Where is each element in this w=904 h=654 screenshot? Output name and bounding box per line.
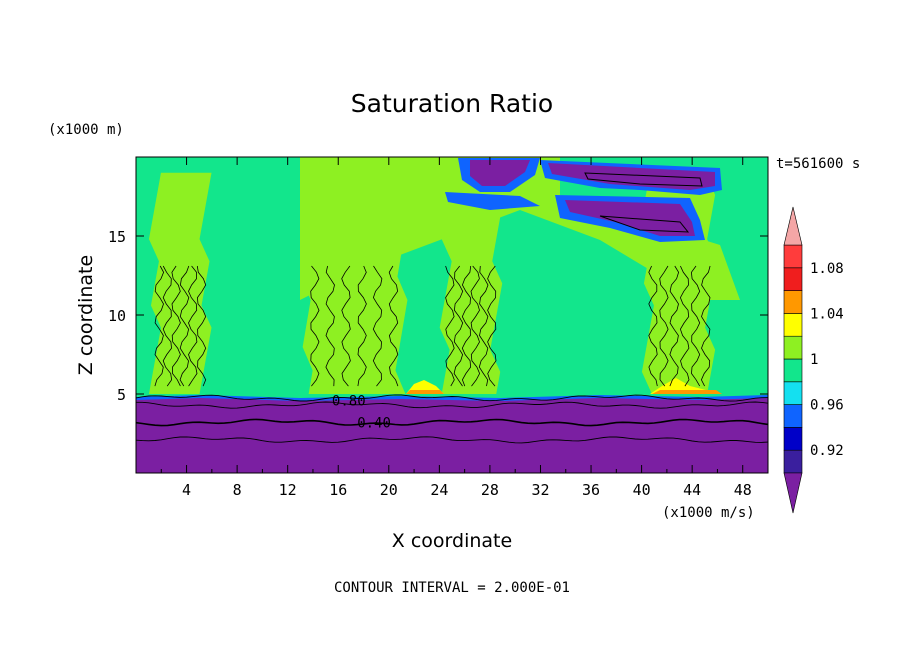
contour-plume-3-5 <box>478 265 489 387</box>
contour-plume-1-5 <box>188 265 198 387</box>
x-tick-label: 8 <box>233 481 242 499</box>
upper-layer-features <box>445 158 722 242</box>
colorbar: 0.92 0.96 1 1.04 1.08 <box>783 206 844 514</box>
contour-plume-1-1 <box>154 265 165 387</box>
contour-plume-4-4 <box>679 265 690 387</box>
contour-plume-3-3 <box>461 265 472 387</box>
contour-labels: 0.80 0.40 <box>332 393 391 431</box>
x-tick-label: 24 <box>430 481 448 499</box>
upper-cloud-left-core <box>470 160 530 186</box>
contour-dry-2 <box>136 401 768 409</box>
x-axis-label: X coordinate <box>392 530 512 552</box>
y-tick-label: 15 <box>108 228 126 246</box>
colorbar-band <box>783 427 803 451</box>
y-axis-ticks: 5 10 15 <box>108 228 768 404</box>
contour-upper-1 <box>584 172 703 187</box>
x-tick-label: 36 <box>582 481 600 499</box>
moist-upper-region <box>300 157 740 300</box>
x-tick-label: 20 <box>380 481 398 499</box>
contour-plume-1-2 <box>162 265 173 387</box>
dry-layer <box>136 395 768 473</box>
colorbar-band <box>783 449 803 474</box>
contour-plume-2-4 <box>357 265 367 387</box>
contour-plume-4-1 <box>648 265 658 387</box>
colorbar-band <box>783 244 803 269</box>
colorbar-tick-label: 1.04 <box>810 306 844 322</box>
contour-lines <box>136 265 768 444</box>
contour-plume-2-1 <box>310 265 320 387</box>
x-tick-label: 44 <box>683 481 701 499</box>
colorbar-tick-label: 1.08 <box>810 261 844 277</box>
y-tick-label: 10 <box>108 307 126 325</box>
x-tick-label: 16 <box>329 481 347 499</box>
colorbar-band <box>783 290 803 314</box>
chart-title: Saturation Ratio <box>351 89 553 118</box>
contour-plume-1-3 <box>171 265 181 387</box>
colorbar-band <box>783 267 803 291</box>
contour-upper-2 <box>599 215 690 233</box>
plot-area <box>136 157 768 473</box>
contour-label: 0.40 <box>357 415 391 431</box>
contour-dry-4 <box>136 436 768 444</box>
x-tick-label: 28 <box>481 481 499 499</box>
contour-plume-4-6 <box>700 265 711 387</box>
colorbar-band <box>783 404 803 428</box>
contour-plume-4-2 <box>659 265 669 387</box>
colorbar-band <box>783 335 803 360</box>
x-tick-label: 40 <box>633 481 651 499</box>
colorbar-band <box>783 358 803 383</box>
upper-cloud-right-core <box>548 163 715 190</box>
x-tick-label: 48 <box>734 481 752 499</box>
contour-plume-3-2 <box>453 265 464 387</box>
colorbar-tick-label: 1 <box>810 352 818 368</box>
colorbar-band <box>783 313 803 337</box>
colorbar-extend-top <box>783 206 803 246</box>
contour-plume-3-6 <box>487 265 497 387</box>
x-axis-ticks: 4 8 12 16 20 24 28 32 36 40 44 48 <box>160 157 752 499</box>
colorbar-extend-bottom <box>783 472 803 514</box>
upper-cloud-thin <box>445 192 540 210</box>
contour-plume-2-3 <box>341 265 351 387</box>
contour-plume-3-4 <box>470 265 481 387</box>
x-tick-label: 32 <box>531 481 549 499</box>
x-unit-label: (x1000 m/s) <box>662 505 755 521</box>
y-tick-label: 5 <box>117 386 126 404</box>
speck-left-edge <box>406 390 444 394</box>
contour-dry-3 <box>136 418 768 427</box>
x-tick-label: 12 <box>279 481 297 499</box>
y-unit-label: (x1000 m) <box>48 122 124 138</box>
contour-label: 0.80 <box>332 393 366 409</box>
contour-dry-1 <box>136 394 768 402</box>
dry-layer-fill <box>136 398 768 473</box>
moist-plume-1 <box>148 172 212 394</box>
contour-plume-2-2 <box>325 265 335 387</box>
contour-interval-note: CONTOUR INTERVAL = 2.000E-01 <box>334 580 570 596</box>
x-tick-label: 4 <box>182 481 191 499</box>
contour-plume-4-5 <box>690 265 701 387</box>
contour-plume-1-6 <box>196 265 207 387</box>
supersat-specks <box>406 378 722 394</box>
contour-plume-2-5 <box>372 265 383 387</box>
contour-plume-3-1 <box>445 265 455 387</box>
time-label: t=561600 s <box>776 156 860 172</box>
colorbar-band <box>783 381 803 405</box>
y-axis-label: Z coordinate <box>75 255 97 375</box>
colorbar-tick-label: 0.92 <box>810 443 844 459</box>
contour-plume-2-6 <box>388 265 399 387</box>
colorbar-tick-label: 0.96 <box>810 398 844 414</box>
contour-plume-4-3 <box>669 265 680 387</box>
speck-right-edge <box>652 390 722 394</box>
contour-plume-1-4 <box>179 265 190 387</box>
